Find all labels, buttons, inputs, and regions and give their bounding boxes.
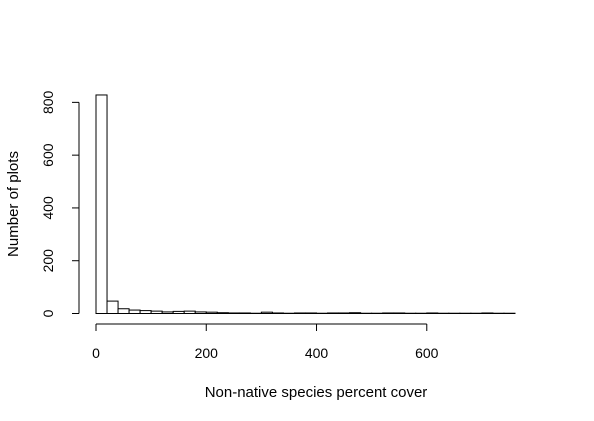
histogram-bar [139, 310, 152, 315]
histogram-bar [327, 312, 340, 315]
histogram-bar [205, 311, 218, 314]
histogram-bar [426, 312, 439, 315]
x-tick-label: 200 [195, 345, 219, 361]
y-tick-label: 600 [40, 143, 56, 167]
histogram-bar [293, 312, 307, 315]
histogram-bar [106, 300, 119, 315]
histogram-bar [338, 312, 351, 315]
histogram-bar [349, 312, 362, 314]
histogram-bar [271, 312, 284, 315]
histogram-bar [172, 310, 185, 315]
histogram-bar [150, 310, 163, 314]
histogram-bar [227, 312, 240, 315]
x-axis-title: Non-native species percent cover [205, 384, 428, 401]
x-axis: 0 200 400 600 [92, 323, 439, 361]
histogram-bar [161, 311, 174, 315]
histogram-bar [382, 312, 395, 315]
histogram-bar [393, 312, 406, 315]
y-tick-label: 800 [40, 90, 56, 114]
histogram-bar [95, 94, 108, 314]
y-axis: 0 200 400 600 800 [40, 90, 80, 317]
histogram-bar [216, 312, 229, 314]
histogram-bar [183, 310, 196, 314]
histogram-bar [117, 308, 130, 314]
y-tick-label: 200 [40, 249, 56, 273]
x-tick-label: 400 [305, 345, 329, 361]
histogram-bar [260, 311, 273, 314]
histogram-bar [238, 312, 251, 315]
y-axis-title: Number of plots [5, 151, 22, 257]
x-tick-label: 0 [92, 345, 100, 361]
y-tick-label: 0 [40, 309, 56, 317]
histogram-bar [194, 311, 207, 315]
y-tick-label: 400 [40, 196, 56, 220]
x-tick-label: 600 [415, 345, 439, 361]
histogram-bar [481, 312, 494, 315]
histogram-bar [128, 309, 141, 315]
histogram-bars [95, 94, 516, 315]
histogram-bar [304, 312, 318, 315]
